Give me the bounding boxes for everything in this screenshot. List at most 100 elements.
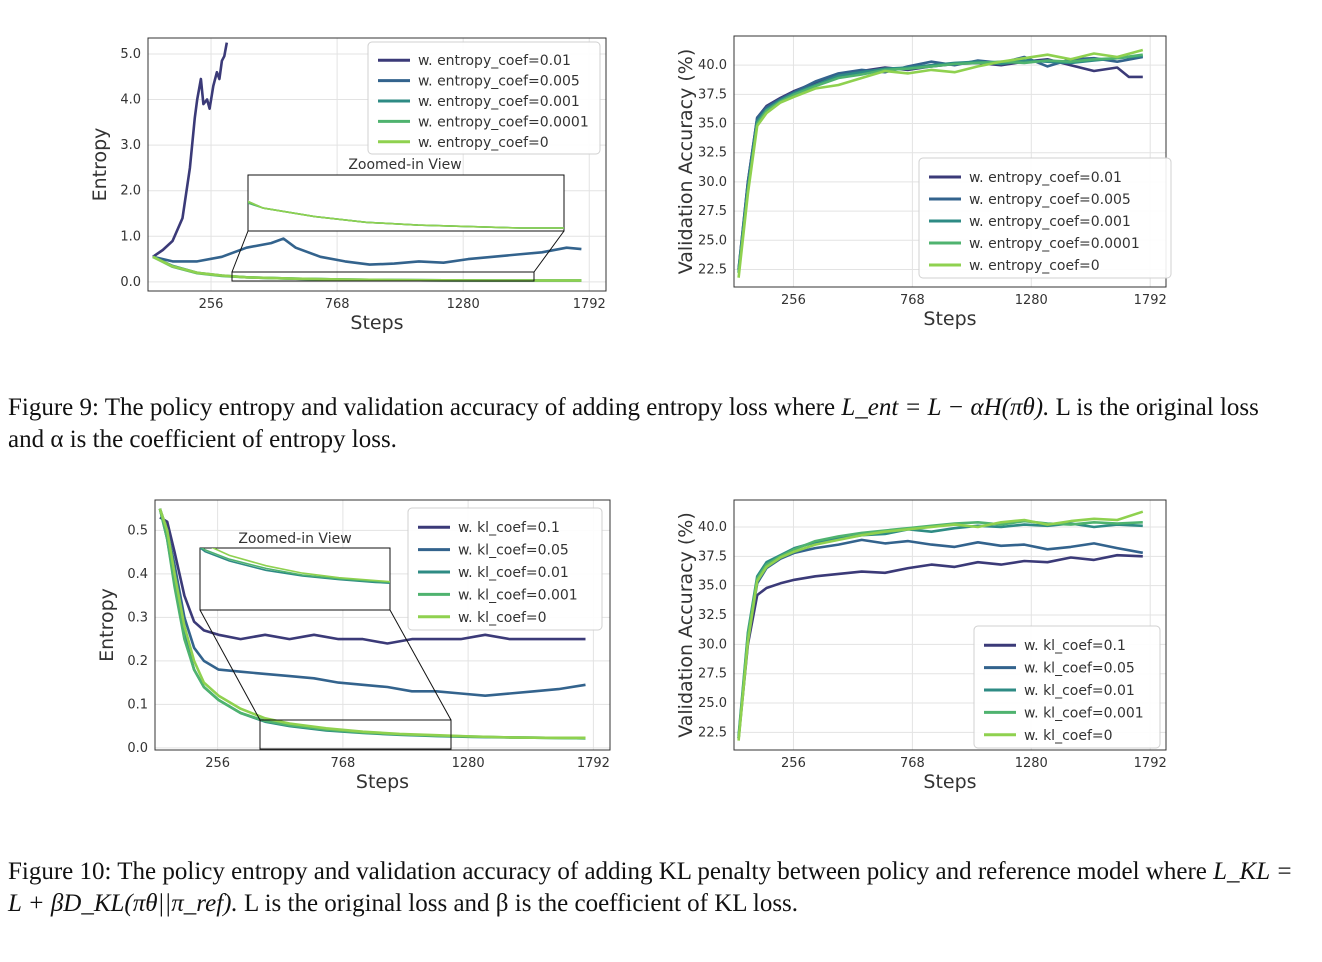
legend-label: w. kl_coef=0.05 (1024, 661, 1135, 677)
y-tick-label: 40.0 (698, 520, 727, 535)
legend-label: w. kl_coef=0.1 (1024, 638, 1126, 654)
plot-frame (147, 37, 607, 292)
legend-label: w. kl_coef=0.01 (1024, 683, 1135, 699)
fig9-caption: Figure 9: The policy entropy and validat… (8, 392, 1298, 456)
x-tick-label: 256 (199, 297, 224, 312)
legend-box (973, 625, 1161, 749)
y-tick-label: 22.5 (698, 725, 727, 740)
y-tick-label: 0.4 (127, 567, 148, 582)
series-line (737, 553, 1143, 739)
x-tick-label: 256 (205, 756, 230, 771)
series-line (158, 508, 586, 740)
legend-box (367, 41, 601, 155)
y-tick-label: 0.0 (120, 275, 141, 290)
legend-label: w. entropy_coef=0.0001 (418, 114, 589, 130)
x-axis-label: Steps (923, 308, 976, 330)
fig10-caption-prefix: Figure 10: (8, 858, 112, 885)
fig9-caption-text: The policy entropy and validation accura… (104, 394, 836, 421)
fig9-caption-rest: L is the original loss and α is the coef… (8, 394, 1259, 453)
x-tick-label: 1280 (1015, 293, 1048, 308)
zoom-source-box (231, 271, 535, 282)
series-line (152, 237, 582, 266)
inset-series-line (200, 548, 390, 584)
zoom-connector (533, 230, 565, 273)
y-tick-label: 27.5 (698, 204, 727, 219)
legend-label: w. entropy_coef=0.0001 (969, 236, 1140, 252)
y-tick-label: 27.5 (698, 667, 727, 682)
series-line (737, 53, 1143, 274)
plot-frame (733, 499, 1167, 751)
y-tick-label: 3.0 (120, 138, 141, 153)
y-tick-label: 5.0 (120, 47, 141, 62)
inset-series-line (200, 548, 390, 584)
legend-label: w. entropy_coef=0.005 (969, 192, 1131, 208)
fig10-caption-rest: L is the original loss and β is the coef… (243, 890, 799, 917)
legend-label: w. kl_coef=0 (458, 610, 547, 626)
fig10-entropy-chart: 256 768 1280 1792 0.0 0.1 0.2 0.3 0.4 0.5 Steps Ent… (96, 499, 611, 793)
series-line (737, 510, 1144, 741)
zoom-source-box (259, 719, 452, 750)
x-tick-label: 768 (330, 756, 355, 771)
inset-label: Zoomed-in View (348, 157, 461, 173)
fig9-accuracy-chart: 256 768 1280 1792 22.5 25.0 27.5 30.0 32.5 35.0 37… (675, 35, 1172, 330)
x-tick-label: 1280 (452, 756, 485, 771)
x-axis-label: Steps (356, 771, 409, 793)
x-tick-label: 256 (781, 293, 806, 308)
y-tick-label: 32.5 (698, 608, 727, 623)
legend-label: w. entropy_coef=0.01 (418, 53, 571, 69)
x-tick-label: 768 (325, 297, 350, 312)
fig10-caption: Figure 10: The policy entropy and valida… (8, 856, 1298, 920)
legend-label: w. entropy_coef=0.001 (969, 214, 1131, 230)
legend-label: w. kl_coef=0.1 (458, 520, 560, 536)
inset-label: Zoomed-in View (238, 531, 351, 547)
fig9-entropy-chart: 256 768 1280 1792 0.0 1.0 2.0 3.0 4.0 5.0 Steps Ent… (89, 37, 607, 334)
inset-series-line (248, 200, 564, 229)
zoom-connector (389, 609, 452, 721)
y-tick-label: 35.0 (698, 117, 727, 132)
legend-box (918, 157, 1172, 279)
y-tick-label: 0.1 (127, 697, 148, 712)
y-tick-label: 37.5 (698, 87, 727, 102)
series-line (152, 255, 582, 282)
series-line (152, 255, 582, 282)
series-line (152, 255, 582, 282)
legend-label: w. kl_coef=0.001 (458, 587, 578, 603)
x-tick-label: 1792 (577, 756, 610, 771)
y-tick-label: 25.0 (698, 233, 727, 248)
y-tick-label: 30.0 (698, 175, 727, 190)
legend-label: w. kl_coef=0.01 (458, 565, 569, 581)
y-tick-label: 30.0 (698, 637, 727, 652)
y-tick-label: 2.0 (120, 184, 141, 199)
x-tick-label: 768 (900, 293, 925, 308)
fig9-caption-eq: L_ent = L − αH(πθ). (841, 394, 1050, 421)
zoom-connector (199, 609, 261, 721)
zoom-inset-lines (200, 548, 390, 584)
y-tick-label: 40.0 (698, 58, 727, 73)
y-tick-label: 1.0 (120, 229, 141, 244)
y-axis-label: Validation Accuracy (%) (675, 49, 697, 275)
plot-frame (154, 499, 611, 751)
x-tick-label: 1280 (447, 297, 480, 312)
x-tick-label: 768 (900, 756, 925, 771)
zoom-connector (231, 230, 249, 273)
series-line (158, 508, 586, 697)
y-tick-label: 0.0 (127, 741, 148, 756)
y-tick-label: 0.5 (127, 523, 148, 538)
y-tick-label: 4.0 (120, 93, 141, 108)
fig10-caption-eq: L_KL = L + βD_KL(πθ||π_ref). (8, 858, 1293, 917)
legend-label: w. entropy_coef=0.01 (969, 170, 1122, 186)
legend-label: w. entropy_coef=0 (969, 258, 1100, 274)
y-tick-label: 35.0 (698, 579, 727, 594)
legend-label: w. kl_coef=0.05 (458, 543, 569, 559)
zoom-inset-lines (248, 200, 564, 229)
y-tick-label: 22.5 (698, 262, 727, 277)
legend-label: w. kl_coef=0 (1024, 728, 1113, 744)
y-axis-label: Validation Accuracy (%) (675, 512, 697, 738)
x-tick-label: 256 (781, 756, 806, 771)
x-axis-label: Steps (350, 312, 403, 334)
x-tick-label: 1792 (1134, 293, 1167, 308)
y-tick-label: 25.0 (698, 696, 727, 711)
x-tick-label: 1792 (573, 297, 606, 312)
legend-box (407, 507, 603, 631)
series-line (159, 516, 586, 645)
